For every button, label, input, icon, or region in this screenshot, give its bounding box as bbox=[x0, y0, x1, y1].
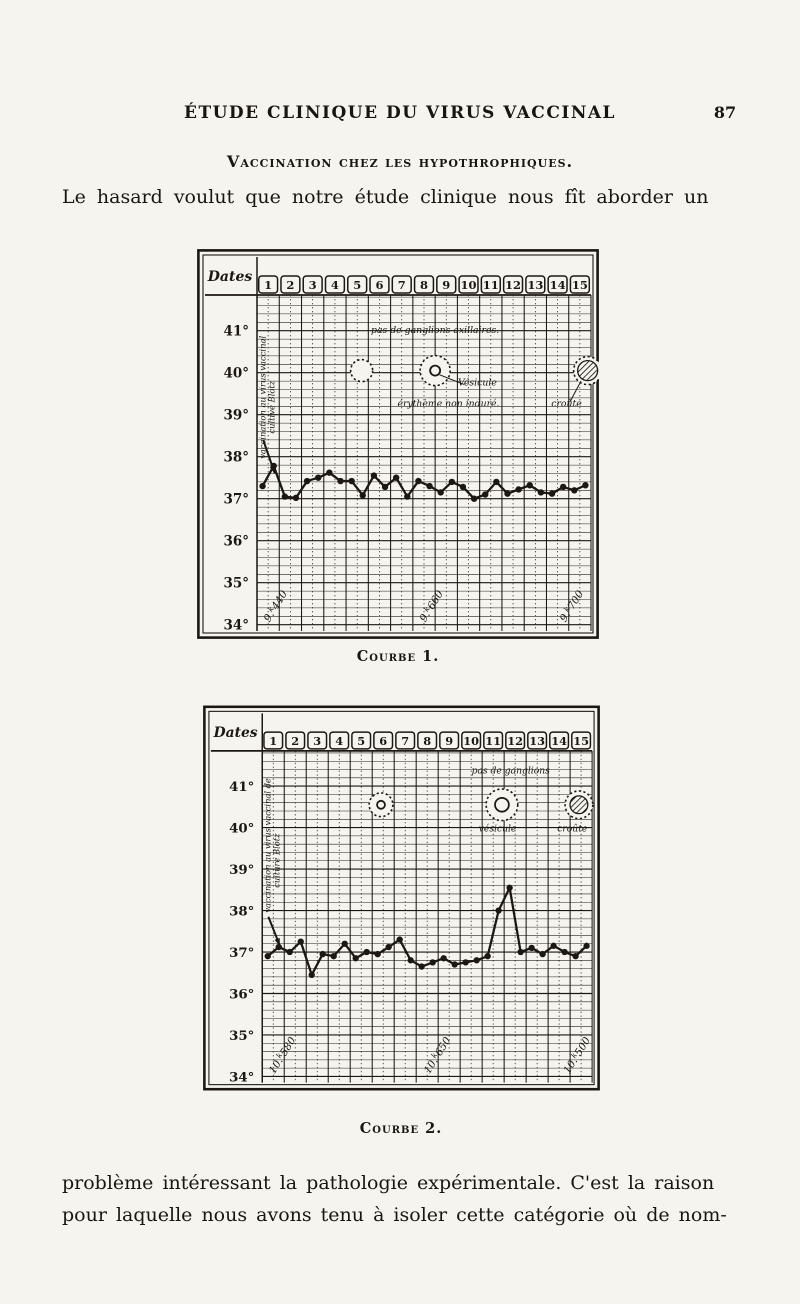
svg-text:37°: 37° bbox=[229, 945, 254, 961]
svg-text:6: 6 bbox=[375, 278, 383, 292]
svg-text:érythème non induré.: érythème non induré. bbox=[397, 398, 499, 409]
svg-text:1: 1 bbox=[269, 734, 277, 748]
svg-text:39°: 39° bbox=[223, 408, 249, 424]
svg-text:15: 15 bbox=[572, 278, 588, 292]
svg-text:40°: 40° bbox=[229, 821, 254, 837]
svg-text:34°: 34° bbox=[223, 618, 249, 634]
closing-paragraph-line-2: pour laquelle nous avons tenu à isoler c… bbox=[62, 1204, 727, 1226]
page-title: ÉTUDE CLINIQUE DU VIRUS VACCINAL bbox=[183, 103, 617, 123]
svg-text:8: 8 bbox=[420, 278, 428, 292]
courbe-2-figure: Dates 1 2 3 4 5 6 7 8 9 10 11 12 13 14 15 41° 40° 39° 38° 37… bbox=[203, 702, 600, 1098]
svg-text:pas de ganglions: pas de ganglions bbox=[472, 766, 551, 777]
page-number: 87 bbox=[713, 103, 737, 122]
svg-text:14: 14 bbox=[551, 734, 567, 748]
svg-text:Vésicule: Vésicule bbox=[458, 377, 497, 388]
svg-text:2: 2 bbox=[291, 734, 299, 748]
svg-text:37°: 37° bbox=[223, 492, 249, 508]
svg-text:vaccination au virus vaccinal: vaccination au virus vaccinal bbox=[258, 335, 268, 458]
closing-paragraph-line-1: problème intéressant la pathologie expér… bbox=[62, 1172, 715, 1194]
intro-paragraph-line: Le hasard voulut que notre étude cliniqu… bbox=[62, 186, 709, 208]
svg-text:11: 11 bbox=[485, 734, 501, 748]
svg-text:5: 5 bbox=[357, 734, 365, 748]
svg-text:35°: 35° bbox=[223, 576, 249, 592]
svg-text:croûte: croûte bbox=[551, 398, 582, 409]
section-heading: Vaccination chez les hypothrophiques. bbox=[226, 152, 574, 171]
courbe-2-chart: Dates 1 2 3 4 5 6 7 8 9 10 11 12 13 14 1541°40°39°38°37… bbox=[203, 705, 600, 1091]
svg-text:croûte: croûte bbox=[557, 824, 588, 835]
svg-text:35°: 35° bbox=[229, 1028, 254, 1044]
svg-text:3: 3 bbox=[309, 278, 317, 292]
svg-text:36°: 36° bbox=[223, 534, 249, 550]
svg-text:6: 6 bbox=[379, 734, 387, 748]
svg-text:1: 1 bbox=[264, 278, 272, 292]
svg-text:34°: 34° bbox=[229, 1069, 254, 1085]
svg-text:39°: 39° bbox=[229, 862, 254, 878]
courbe-1-chart: Dates 1 2 3 4 5 6 7 8 9 10 11 12 13 14 1541°40°39°38°37… bbox=[197, 249, 603, 639]
svg-text:2: 2 bbox=[286, 278, 294, 292]
courbe-2-caption: Courbe 2. bbox=[359, 1120, 443, 1137]
svg-text:40°: 40° bbox=[223, 366, 249, 382]
svg-text:culture Blotz: culture Blotz bbox=[272, 833, 282, 888]
svg-text:vésicule: vésicule bbox=[479, 824, 517, 835]
svg-text:11: 11 bbox=[483, 278, 499, 292]
svg-text:4: 4 bbox=[335, 734, 343, 748]
svg-text:8: 8 bbox=[423, 734, 431, 748]
svg-text:10: 10 bbox=[463, 734, 479, 748]
svg-text:14: 14 bbox=[550, 278, 566, 292]
svg-text:Dates: Dates bbox=[207, 269, 253, 285]
svg-text:Dates: Dates bbox=[213, 725, 258, 741]
svg-text:4: 4 bbox=[331, 278, 339, 292]
svg-text:3: 3 bbox=[313, 734, 321, 748]
svg-text:cultivé Blotz: cultivé Blotz bbox=[267, 380, 277, 433]
courbe-1-caption: Courbe 1. bbox=[356, 648, 440, 665]
svg-text:10: 10 bbox=[461, 278, 477, 292]
svg-text:13: 13 bbox=[527, 278, 543, 292]
svg-text:7: 7 bbox=[401, 734, 409, 748]
svg-text:9: 9 bbox=[442, 278, 450, 292]
svg-text:15: 15 bbox=[573, 734, 589, 748]
svg-text:38°: 38° bbox=[229, 903, 254, 919]
svg-text:pas de ganglions axillaires.: pas de ganglions axillaires. bbox=[371, 325, 499, 336]
svg-text:41°: 41° bbox=[223, 324, 249, 340]
svg-text:13: 13 bbox=[529, 734, 545, 748]
svg-text:7: 7 bbox=[398, 278, 406, 292]
svg-text:41°: 41° bbox=[229, 779, 254, 795]
svg-text:12: 12 bbox=[505, 278, 521, 292]
svg-text:38°: 38° bbox=[223, 450, 249, 466]
svg-text:12: 12 bbox=[507, 734, 523, 748]
svg-text:9: 9 bbox=[445, 734, 453, 748]
svg-text:5: 5 bbox=[353, 278, 361, 292]
svg-text:36°: 36° bbox=[229, 986, 254, 1002]
svg-text:vaccination au virus vaccinal: vaccination au virus vaccinal de bbox=[263, 778, 273, 913]
courbe-1-figure: Dates 1 2 3 4 5 6 7 8 9 10 11 12 13 14 15 41° 40° 39° 38° 37… bbox=[197, 249, 603, 643]
